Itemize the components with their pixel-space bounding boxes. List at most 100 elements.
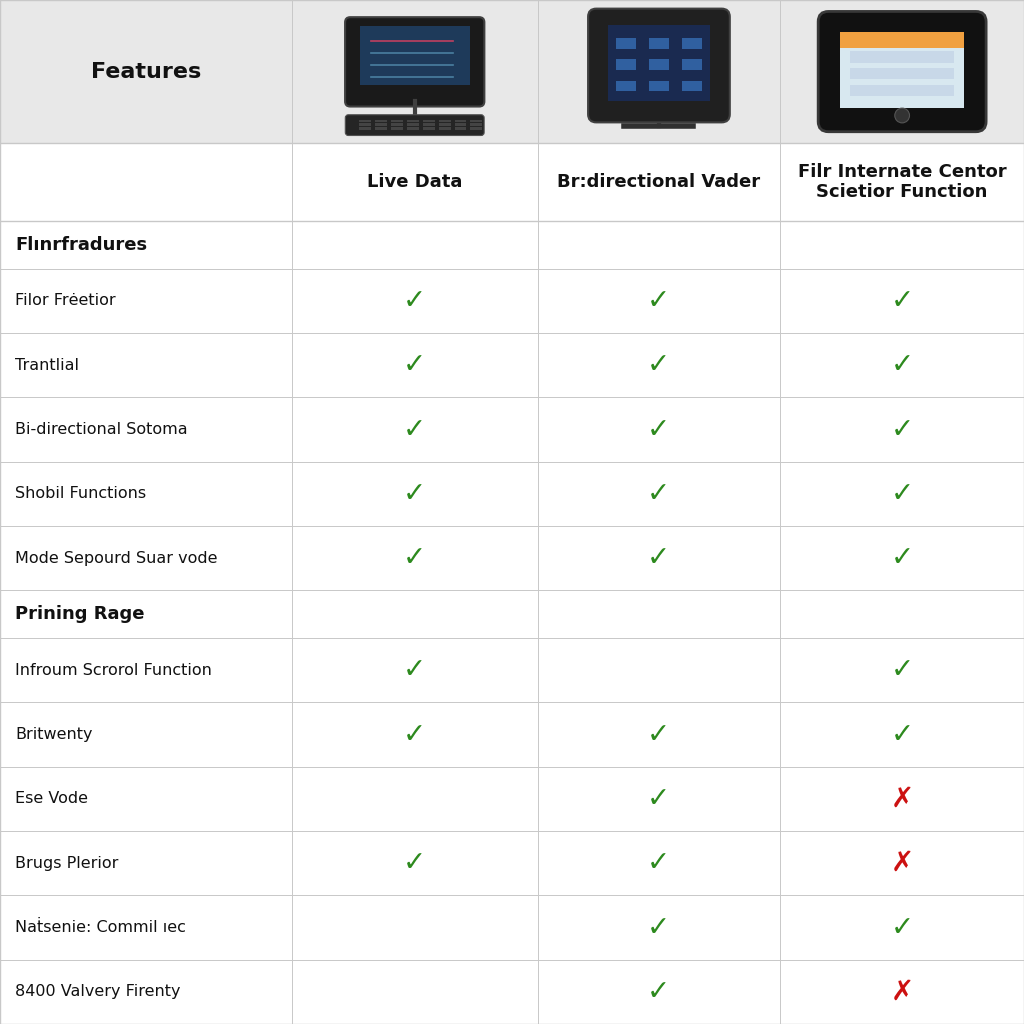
Text: Bi-directional Sotoma: Bi-directional Sotoma — [15, 422, 188, 437]
Bar — [470, 120, 482, 122]
Text: Features: Features — [91, 61, 201, 82]
Bar — [682, 81, 702, 91]
Bar — [0, 143, 1024, 221]
Text: Shobil Functions: Shobil Functions — [15, 486, 146, 502]
Text: ✓: ✓ — [647, 849, 671, 878]
Bar — [0, 831, 1024, 895]
Bar — [850, 51, 954, 62]
Bar — [850, 85, 954, 96]
Bar — [682, 38, 702, 48]
Bar — [359, 26, 470, 85]
Bar — [438, 123, 451, 126]
FancyBboxPatch shape — [588, 8, 730, 123]
Text: ✓: ✓ — [403, 544, 426, 572]
Text: ✗: ✗ — [891, 978, 913, 1006]
Bar — [607, 26, 711, 101]
Text: Britwenty: Britwenty — [15, 727, 93, 742]
Bar — [0, 526, 1024, 590]
Bar — [0, 638, 1024, 702]
Bar — [455, 120, 467, 122]
Text: ✓: ✓ — [891, 351, 913, 379]
Bar — [841, 32, 964, 108]
Bar — [391, 123, 402, 126]
Bar — [470, 123, 482, 126]
Text: ✓: ✓ — [647, 913, 671, 941]
Text: Filr Internate Centor
Scietior Function: Filr Internate Centor Scietior Function — [798, 163, 1007, 202]
Text: Brugs Plerior: Brugs Plerior — [15, 856, 119, 870]
Text: 8400 Valvery Firenty: 8400 Valvery Firenty — [15, 984, 181, 999]
Text: ✓: ✓ — [891, 287, 913, 314]
Text: ✓: ✓ — [647, 480, 671, 508]
Bar — [407, 127, 419, 129]
Bar — [0, 333, 1024, 397]
Bar — [841, 32, 964, 48]
Bar — [438, 120, 451, 122]
Bar — [615, 59, 636, 70]
Text: Prining Rage: Prining Rage — [15, 605, 144, 624]
Text: ✓: ✓ — [403, 287, 426, 314]
Bar — [0, 221, 1024, 268]
Circle shape — [895, 109, 909, 123]
Text: ✓: ✓ — [647, 978, 671, 1006]
Text: Br:directional Vader: Br:directional Vader — [557, 173, 761, 191]
Bar — [0, 702, 1024, 767]
Bar — [0, 397, 1024, 462]
Bar — [375, 123, 387, 126]
FancyBboxPatch shape — [345, 17, 484, 106]
Text: ✓: ✓ — [403, 656, 426, 684]
Bar — [423, 127, 434, 129]
Text: ✓: ✓ — [647, 721, 671, 749]
Text: ✓: ✓ — [891, 480, 913, 508]
Bar — [648, 38, 670, 48]
Text: ✓: ✓ — [403, 351, 426, 379]
Bar — [0, 0, 1024, 143]
Bar — [423, 123, 434, 126]
Bar — [0, 268, 1024, 333]
Bar — [407, 120, 419, 122]
Bar — [391, 127, 402, 129]
Text: Live Data: Live Data — [367, 173, 463, 191]
Bar — [682, 59, 702, 70]
Bar — [407, 123, 419, 126]
Text: Naṫsenie: Commil ıec: Naṫsenie: Commil ıec — [15, 920, 186, 935]
Bar — [375, 120, 387, 122]
Bar — [455, 123, 467, 126]
Bar — [615, 38, 636, 48]
Text: Ese Vode: Ese Vode — [15, 792, 88, 806]
Bar — [0, 462, 1024, 526]
Bar — [359, 127, 371, 129]
Bar — [470, 127, 482, 129]
Text: ✓: ✓ — [647, 784, 671, 813]
Bar — [359, 120, 371, 122]
Bar — [0, 590, 1024, 638]
Text: ✓: ✓ — [403, 721, 426, 749]
Bar — [391, 120, 402, 122]
Bar — [615, 81, 636, 91]
Text: ✓: ✓ — [891, 656, 913, 684]
Text: ✓: ✓ — [891, 721, 913, 749]
Bar — [438, 127, 451, 129]
FancyBboxPatch shape — [345, 115, 484, 135]
Bar — [423, 120, 434, 122]
Text: ✓: ✓ — [891, 913, 913, 941]
Text: ✓: ✓ — [891, 544, 913, 572]
Bar — [375, 127, 387, 129]
Text: ✗: ✗ — [891, 849, 913, 878]
Text: Infroum Scrorol Function: Infroum Scrorol Function — [15, 663, 212, 678]
Text: ✓: ✓ — [891, 416, 913, 443]
Bar — [359, 123, 371, 126]
Bar — [455, 127, 467, 129]
Text: ✗: ✗ — [891, 784, 913, 813]
Text: ✓: ✓ — [647, 416, 671, 443]
Text: ✓: ✓ — [647, 544, 671, 572]
Bar — [850, 68, 954, 80]
Text: ✓: ✓ — [403, 416, 426, 443]
Text: ✓: ✓ — [647, 287, 671, 314]
Bar — [648, 81, 670, 91]
Bar — [0, 767, 1024, 831]
Text: Mode Sepourd Suar vode: Mode Sepourd Suar vode — [15, 551, 218, 565]
Text: ✓: ✓ — [403, 480, 426, 508]
Text: Trantlial: Trantlial — [15, 357, 80, 373]
Bar — [648, 59, 670, 70]
Bar — [0, 895, 1024, 959]
